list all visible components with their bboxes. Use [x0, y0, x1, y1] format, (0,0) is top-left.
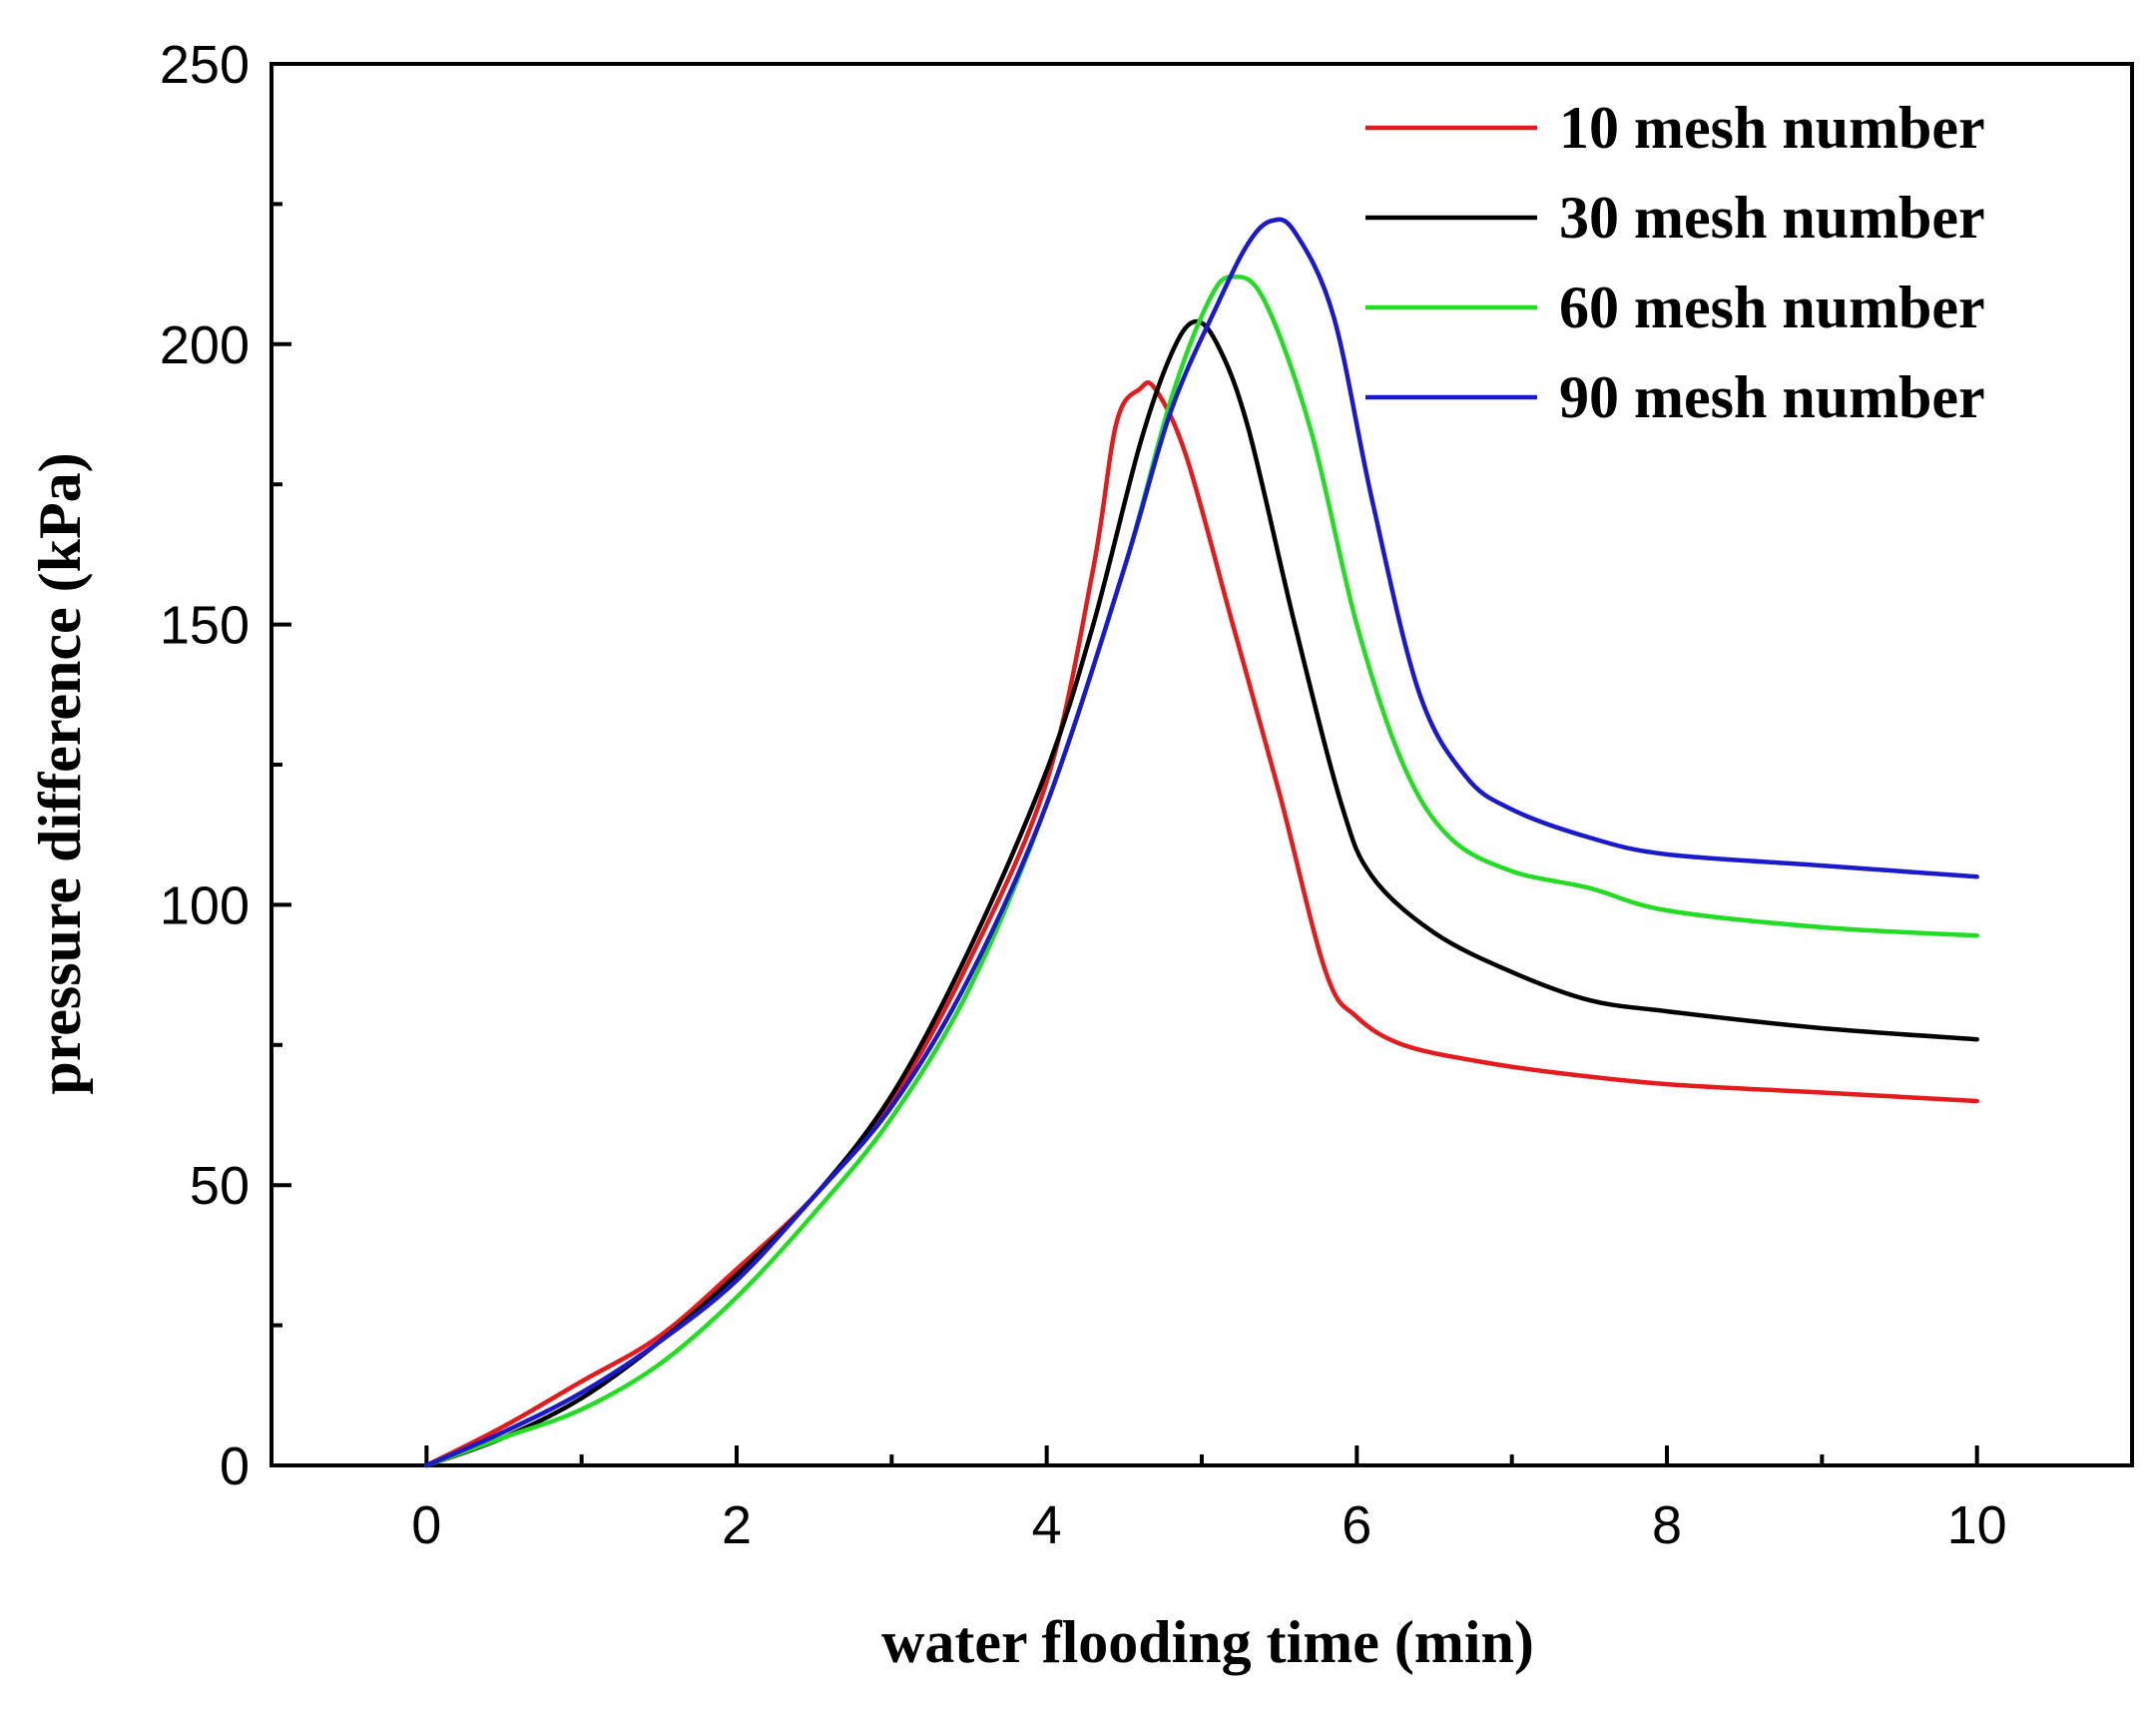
series-lines: [424, 217, 1979, 1468]
legend-label-3: 60 mesh number: [1559, 275, 1985, 340]
y-axis-title: pressure difference (kPa): [27, 452, 93, 1094]
series-line-2: [424, 318, 1979, 1468]
legend-label-1: 10 mesh number: [1559, 95, 1985, 161]
series-line-3: [424, 275, 1979, 1468]
legend-label-4: 90 mesh number: [1559, 364, 1985, 430]
x-tick-label: 10: [1947, 1495, 2007, 1555]
legend-label-2: 30 mesh number: [1559, 185, 1985, 251]
axis-ticks: [271, 62, 1979, 1467]
x-tick-label: 6: [1342, 1495, 1371, 1555]
y-tick-label: 200: [160, 315, 250, 375]
series-line-1: [424, 380, 1979, 1468]
y-tick-label: 150: [160, 596, 250, 656]
x-tick-label: 8: [1652, 1495, 1682, 1555]
x-tick-label: 2: [722, 1495, 752, 1555]
y-tick-label: 0: [220, 1436, 250, 1496]
x-tick-label: 0: [411, 1495, 441, 1555]
x-tick-label: 4: [1032, 1495, 1062, 1555]
legend: 10 mesh number 30 mesh number 60 mesh numb…: [1365, 95, 1985, 430]
y-tick-label: 100: [160, 875, 250, 935]
x-axis-title: water flooding time (min): [881, 1609, 1534, 1675]
series-line-4: [424, 217, 1979, 1468]
y-tick-label: 250: [160, 35, 250, 95]
y-tick-label: 50: [190, 1156, 250, 1216]
